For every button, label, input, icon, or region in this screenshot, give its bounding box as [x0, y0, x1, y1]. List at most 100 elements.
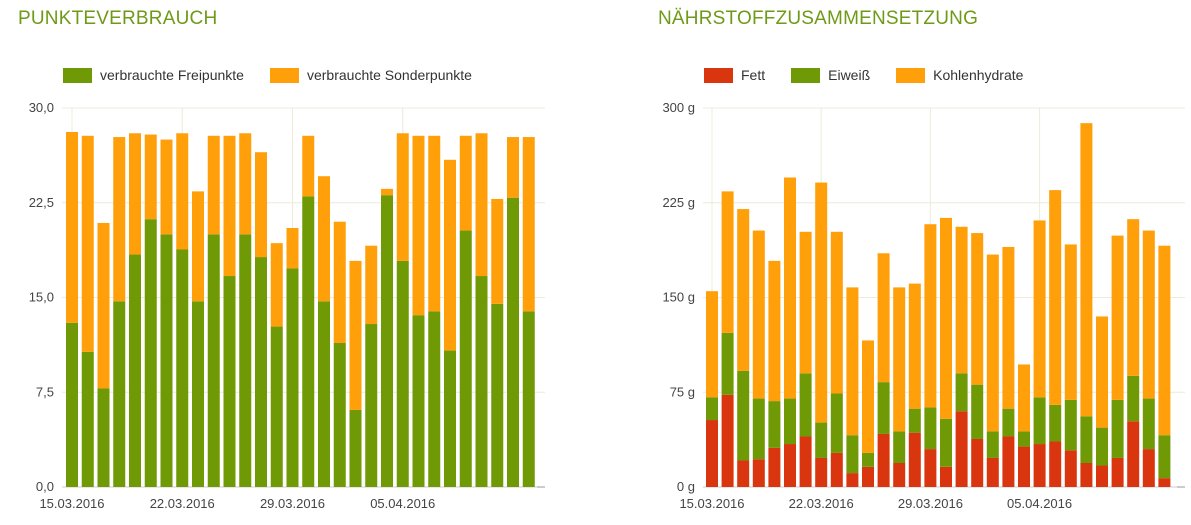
- bar-segment-kohlenhydrate[interactable]: [846, 287, 859, 436]
- bar-segment-eiweiss[interactable]: [784, 398, 796, 445]
- bar-segment-sonderpunkte[interactable]: [192, 191, 204, 302]
- bar-segment-freipunkte[interactable]: [428, 311, 441, 487]
- bar-segment-fett[interactable]: [1158, 478, 1171, 487]
- bar-segment-sonderpunkte[interactable]: [396, 133, 409, 261]
- bar-segment-fett[interactable]: [752, 459, 765, 487]
- bar-segment-kohlenhydrate[interactable]: [706, 291, 718, 398]
- bar-segment-sonderpunkte[interactable]: [160, 139, 173, 235]
- bar-segment-kohlenhydrate[interactable]: [862, 340, 874, 453]
- bar-segment-sonderpunkte[interactable]: [66, 132, 78, 323]
- bar-segment-freipunkte[interactable]: [444, 350, 456, 487]
- bar-segment-freipunkte[interactable]: [396, 260, 409, 487]
- bar-segment-freipunkte[interactable]: [113, 301, 126, 487]
- bar-segment-freipunkte[interactable]: [207, 234, 220, 487]
- bar-segment-eiweiss[interactable]: [862, 452, 874, 467]
- bar-segment-fett[interactable]: [1111, 457, 1124, 487]
- bar-segment-fett[interactable]: [1080, 462, 1093, 487]
- bar-segment-fett[interactable]: [908, 432, 921, 487]
- bar-segment-sonderpunkte[interactable]: [176, 133, 189, 250]
- bar-segment-eiweiss[interactable]: [1064, 399, 1077, 451]
- bar-segment-sonderpunkte[interactable]: [491, 198, 504, 304]
- bar-segment-kohlenhydrate[interactable]: [955, 226, 968, 374]
- bar-segment-kohlenhydrate[interactable]: [1049, 190, 1062, 405]
- bar-segment-eiweiss[interactable]: [877, 382, 890, 434]
- bar-segment-sonderpunkte[interactable]: [412, 135, 425, 316]
- bar-segment-sonderpunkte[interactable]: [97, 222, 110, 389]
- bar-segment-kohlenhydrate[interactable]: [1142, 230, 1155, 399]
- bar-segment-fett[interactable]: [815, 457, 828, 487]
- bar-segment-kohlenhydrate[interactable]: [1127, 219, 1140, 376]
- legend-item-eiweiss[interactable]: Eiweiß: [791, 67, 870, 83]
- bar-segment-fett[interactable]: [737, 460, 750, 487]
- bar-segment-eiweiss[interactable]: [768, 401, 781, 448]
- bar-segment-sonderpunkte[interactable]: [239, 133, 252, 235]
- bar-segment-eiweiss[interactable]: [986, 431, 999, 458]
- bar-segment-kohlenhydrate[interactable]: [1033, 220, 1046, 398]
- bar-segment-eiweiss[interactable]: [752, 398, 765, 460]
- bar-segment-eiweiss[interactable]: [1002, 408, 1015, 437]
- bar-segment-sonderpunkte[interactable]: [365, 245, 378, 325]
- bar-segment-freipunkte[interactable]: [522, 311, 535, 487]
- bar-segment-freipunkte[interactable]: [333, 342, 346, 487]
- bar-segment-fett[interactable]: [1142, 449, 1155, 487]
- bar-segment-kohlenhydrate[interactable]: [1018, 364, 1030, 432]
- bar-segment-freipunkte[interactable]: [160, 234, 173, 487]
- bar-segment-kohlenhydrate[interactable]: [940, 217, 952, 419]
- bar-segment-freipunkte[interactable]: [223, 276, 236, 487]
- bar-segment-fett[interactable]: [799, 436, 812, 487]
- bar-segment-eiweiss[interactable]: [721, 332, 734, 395]
- bar-segment-eiweiss[interactable]: [1142, 398, 1155, 450]
- bar-segment-sonderpunkte[interactable]: [302, 135, 315, 197]
- bar-segment-eiweiss[interactable]: [955, 373, 968, 412]
- bar-segment-eiweiss[interactable]: [908, 408, 921, 433]
- bar-segment-freipunkte[interactable]: [349, 409, 362, 487]
- bar-segment-kohlenhydrate[interactable]: [1080, 123, 1093, 417]
- bar-segment-fett[interactable]: [846, 473, 859, 487]
- bar-segment-eiweiss[interactable]: [706, 397, 718, 421]
- bar-segment-sonderpunkte[interactable]: [223, 135, 236, 277]
- bar-segment-fett[interactable]: [955, 411, 968, 487]
- bar-segment-eiweiss[interactable]: [924, 407, 937, 450]
- bar-segment-eiweiss[interactable]: [893, 431, 906, 463]
- bar-segment-fett[interactable]: [1096, 465, 1108, 487]
- bar-segment-sonderpunkte[interactable]: [129, 133, 141, 255]
- bar-segment-eiweiss[interactable]: [1018, 431, 1030, 447]
- bar-segment-freipunkte[interactable]: [176, 249, 189, 487]
- bar-segment-fett[interactable]: [877, 433, 890, 487]
- bar-segment-eiweiss[interactable]: [830, 393, 843, 453]
- bar-segment-fett[interactable]: [986, 457, 999, 487]
- bar-segment-kohlenhydrate[interactable]: [1111, 235, 1124, 400]
- bar-segment-fett[interactable]: [768, 447, 781, 487]
- bar-segment-kohlenhydrate[interactable]: [1096, 316, 1108, 428]
- bar-segment-kohlenhydrate[interactable]: [752, 230, 765, 399]
- bar-segment-freipunkte[interactable]: [144, 219, 157, 487]
- bar-segment-fett[interactable]: [706, 420, 718, 487]
- bar-segment-eiweiss[interactable]: [1080, 416, 1093, 463]
- bar-segment-sonderpunkte[interactable]: [255, 152, 267, 258]
- bar-segment-kohlenhydrate[interactable]: [799, 231, 812, 374]
- legend-item-fett[interactable]: Fett: [704, 67, 765, 83]
- bar-segment-eiweiss[interactable]: [940, 418, 952, 467]
- bar-segment-sonderpunkte[interactable]: [207, 135, 220, 235]
- bar-segment-eiweiss[interactable]: [971, 384, 984, 439]
- bar-segment-kohlenhydrate[interactable]: [1002, 246, 1015, 409]
- bar-segment-kohlenhydrate[interactable]: [1158, 245, 1171, 436]
- legend-item-kohlenhydrate[interactable]: Kohlenhydrate: [896, 67, 1023, 83]
- bar-segment-eiweiss[interactable]: [1158, 435, 1171, 479]
- bar-segment-freipunkte[interactable]: [286, 268, 299, 487]
- bar-segment-freipunkte[interactable]: [239, 234, 252, 487]
- bar-segment-sonderpunkte[interactable]: [81, 135, 94, 352]
- bar-segment-kohlenhydrate[interactable]: [721, 191, 734, 333]
- bar-segment-sonderpunkte[interactable]: [270, 243, 283, 327]
- bar-segment-sonderpunkte[interactable]: [333, 221, 346, 343]
- bar-segment-kohlenhydrate[interactable]: [877, 253, 890, 383]
- bar-segment-eiweiss[interactable]: [815, 422, 828, 458]
- bar-segment-freipunkte[interactable]: [507, 197, 519, 488]
- bar-segment-freipunkte[interactable]: [270, 326, 283, 487]
- bar-segment-freipunkte[interactable]: [318, 301, 330, 487]
- bar-segment-eiweiss[interactable]: [799, 373, 812, 437]
- bar-segment-fett[interactable]: [862, 466, 874, 487]
- bar-segment-sonderpunkte[interactable]: [522, 137, 535, 312]
- bar-segment-eiweiss[interactable]: [1127, 375, 1140, 422]
- bar-segment-eiweiss[interactable]: [1096, 427, 1108, 466]
